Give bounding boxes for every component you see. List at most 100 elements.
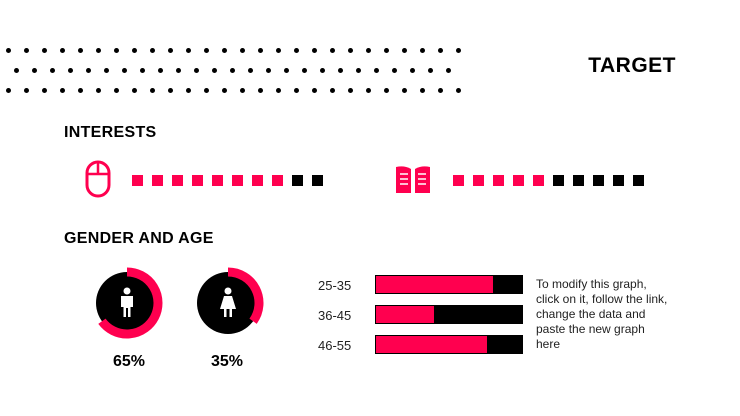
rating-square-filled <box>232 175 243 186</box>
rating-square-filled <box>533 175 544 186</box>
age-bar-fill <box>376 276 493 293</box>
decorative-dot <box>96 47 101 53</box>
decorative-dot <box>96 87 101 93</box>
decorative-dot <box>186 47 191 53</box>
female-icon <box>220 287 236 317</box>
decorative-dot <box>366 47 371 53</box>
decorative-dot <box>374 67 379 73</box>
decorative-dot <box>392 67 397 73</box>
decorative-dot <box>402 87 407 93</box>
decorative-dot <box>86 67 91 73</box>
mouse-icon <box>85 160 111 203</box>
donut-arc <box>227 267 264 324</box>
decorative-dot <box>266 67 271 73</box>
rating-square-filled <box>272 175 283 186</box>
age-bar-remainder <box>492 276 522 293</box>
decorative-dot <box>428 67 433 73</box>
decorative-dot <box>222 87 227 93</box>
decorative-dot <box>194 67 199 73</box>
decorative-dot <box>410 67 415 73</box>
decorative-dot <box>14 67 19 73</box>
male-icon <box>121 287 133 317</box>
rating-square-filled <box>473 175 484 186</box>
decorative-dot <box>204 47 209 53</box>
gender-age-heading: GENDER AND AGE <box>64 230 214 247</box>
interest-book-rating <box>453 175 653 186</box>
decorative-dot <box>348 47 353 53</box>
book-icon <box>394 163 432 200</box>
decorative-dot <box>230 67 235 73</box>
decorative-dot <box>222 47 227 53</box>
decorative-dot <box>258 47 263 53</box>
decorative-dot <box>132 87 137 93</box>
rating-square-empty <box>573 175 584 186</box>
decorative-dot <box>402 47 407 53</box>
decorative-dot <box>186 87 191 93</box>
decorative-dot <box>24 87 29 93</box>
male-percent: 65% <box>112 353 146 370</box>
decorative-dot <box>302 67 307 73</box>
female-percent: 35% <box>210 353 244 370</box>
decorative-dot <box>276 87 281 93</box>
decorative-dot <box>122 67 127 73</box>
decorative-dot <box>24 47 29 53</box>
decorative-dot <box>330 87 335 93</box>
decorative-dot <box>114 87 119 93</box>
decorative-dot <box>168 47 173 53</box>
decorative-dot <box>140 67 145 73</box>
rating-square-filled <box>132 175 143 186</box>
interests-heading: INTERESTS <box>64 124 157 141</box>
decorative-dot <box>456 87 461 93</box>
decorative-dot-pattern <box>6 40 466 100</box>
rating-square-filled <box>212 175 223 186</box>
age-label-25-35: 25-35 <box>318 278 352 293</box>
decorative-dot <box>446 67 451 73</box>
rating-square-empty <box>613 175 624 186</box>
decorative-dot <box>338 67 343 73</box>
rating-square-empty <box>633 175 644 186</box>
decorative-dot <box>420 87 425 93</box>
decorative-dot <box>42 47 47 53</box>
decorative-dot <box>438 47 443 53</box>
age-bar-46-55 <box>375 335 523 354</box>
decorative-dot <box>114 47 119 53</box>
age-bar-remainder <box>486 336 522 353</box>
decorative-dot <box>212 67 217 73</box>
age-label-36-45: 36-45 <box>318 308 352 323</box>
decorative-dot <box>384 87 389 93</box>
rating-square-filled <box>453 175 464 186</box>
decorative-dot <box>240 47 245 53</box>
decorative-dot <box>50 67 55 73</box>
rating-square-filled <box>192 175 203 186</box>
graph-instruction-note: To modify this graph, click on it, follo… <box>536 277 668 351</box>
female-donut <box>192 267 264 339</box>
age-bar-25-35 <box>375 275 523 294</box>
rating-square-filled <box>172 175 183 186</box>
decorative-dot <box>294 87 299 93</box>
age-label-46-55: 46-55 <box>318 338 352 353</box>
decorative-dot <box>204 87 209 93</box>
decorative-dot <box>78 87 83 93</box>
rating-square-filled <box>493 175 504 186</box>
decorative-dot <box>384 47 389 53</box>
age-bar-remainder <box>434 306 522 323</box>
decorative-dot <box>104 67 109 73</box>
decorative-dot <box>158 67 163 73</box>
decorative-dot <box>366 87 371 93</box>
decorative-dot <box>258 87 263 93</box>
decorative-dot <box>60 47 65 53</box>
rating-square-empty <box>312 175 323 186</box>
decorative-dot <box>348 87 353 93</box>
decorative-dot <box>42 87 47 93</box>
decorative-dot <box>240 87 245 93</box>
male-donut <box>91 267 163 339</box>
decorative-dot <box>132 47 137 53</box>
decorative-dot <box>312 47 317 53</box>
decorative-dot <box>248 67 253 73</box>
decorative-dot <box>150 47 155 53</box>
decorative-dot <box>438 87 443 93</box>
age-bar-36-45 <box>375 305 523 324</box>
donut-arc <box>98 267 163 339</box>
decorative-dot <box>294 47 299 53</box>
decorative-dot <box>356 67 361 73</box>
